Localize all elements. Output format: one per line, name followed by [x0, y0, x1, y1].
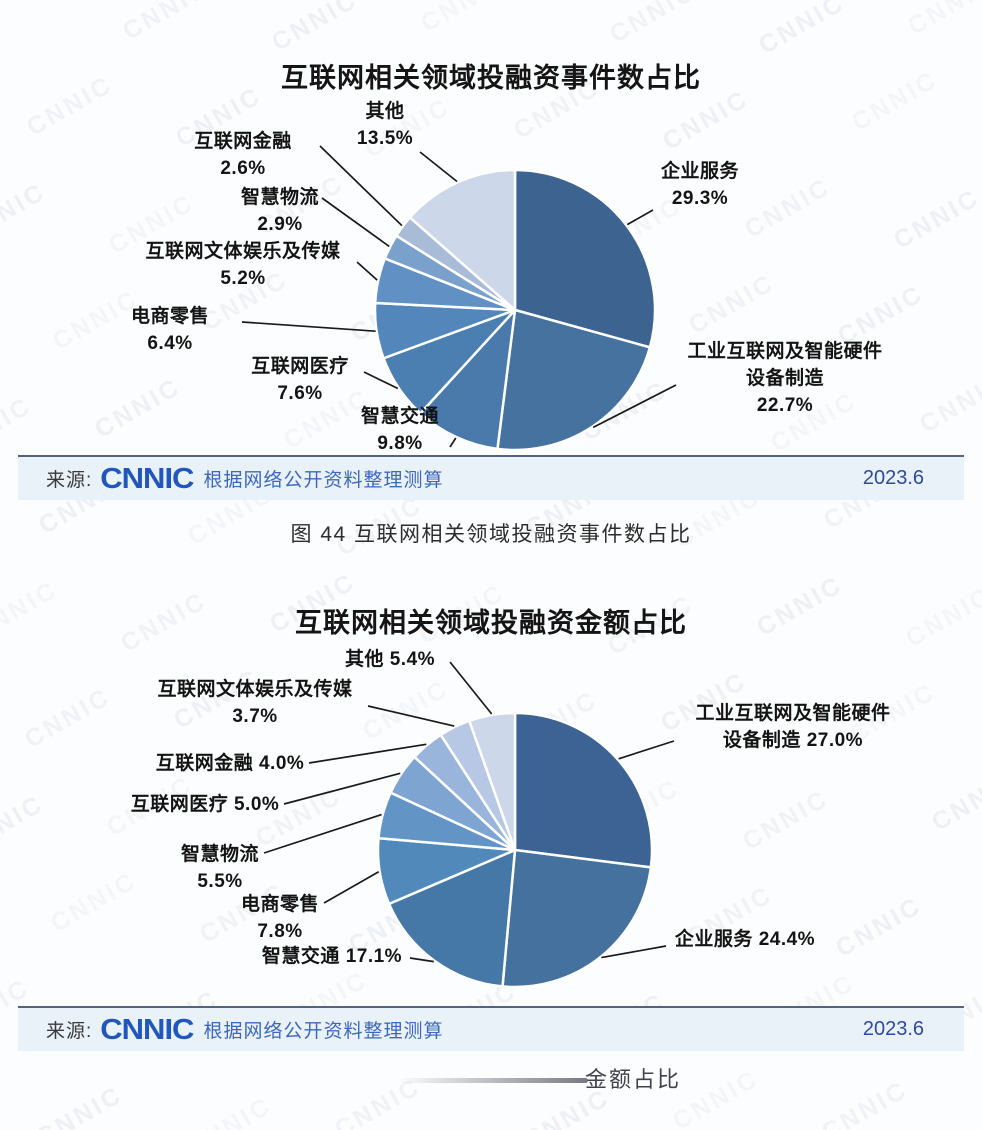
pie1-leader-line-6 — [321, 197, 390, 248]
pie1-leader-line-5 — [356, 261, 378, 281]
pie1-slice-0 — [513, 168, 657, 349]
bottom-partial-caption: 金额占比 — [0, 1062, 982, 1106]
pie2-slice-8 — [468, 711, 517, 852]
pie2-slice-1 — [501, 848, 653, 989]
pie2-leader-line-1 — [601, 945, 667, 959]
chart2-title: 互联网相关领域投融资金额占比 — [295, 608, 687, 638]
source-note: 根据网络公开资料整理测算 — [203, 1021, 444, 1042]
cnnic-logo: CNNIC — [100, 461, 194, 495]
smear-artifact — [398, 1078, 588, 1083]
pie1-leader-line-1 — [592, 384, 677, 429]
pie2-leader-line-2 — [409, 957, 434, 963]
pie1-leader-line-0 — [626, 209, 654, 226]
pie2-leader-line-0 — [618, 740, 675, 760]
pie1-leader-line-3 — [363, 371, 399, 390]
pie2-slice-0 — [513, 711, 654, 869]
pie2-leader-line-5 — [283, 772, 401, 805]
pie2-leader-line-4 — [263, 813, 382, 854]
source-bar-1: 来源: CNNIC 根据网络公开资料整理测算 2023.6 — [18, 455, 964, 500]
chart1-title: 互联网相关领域投融资事件数占比 — [281, 63, 701, 93]
source-date: 2023.6 — [862, 1018, 924, 1040]
pie2-leader-line-7 — [367, 705, 455, 727]
pie1-slice-8 — [408, 168, 517, 312]
pie2-slice-2 — [387, 848, 517, 988]
pie1-slice-1 — [496, 308, 652, 452]
bottom-caption-text: 金额占比 — [585, 1067, 682, 1092]
source-bar-2: 来源: CNNIC 根据网络公开资料整理测算 2023.6 — [18, 1006, 964, 1051]
pie2-leader-line-3 — [323, 871, 380, 904]
pie1-leader-line-4 — [241, 321, 376, 333]
source-date: 2023.6 — [862, 467, 924, 489]
source-label: 来源: — [46, 470, 93, 491]
pie2-leader-line-8 — [449, 661, 493, 715]
cnnic-logo: CNNIC — [100, 1012, 194, 1046]
pie1-slice-2 — [419, 308, 517, 451]
pie1-leader-line-7 — [319, 145, 403, 227]
pie2-leader-line-6 — [308, 743, 427, 764]
source-label: 来源: — [46, 1021, 93, 1042]
pie1-leader-line-8 — [419, 151, 458, 183]
figure-44-caption: 图 44 互联网相关领域投融资事件数占比 — [290, 523, 692, 546]
source-note: 根据网络公开资料整理测算 — [203, 470, 444, 491]
pie1-leader-line-2 — [449, 437, 457, 448]
